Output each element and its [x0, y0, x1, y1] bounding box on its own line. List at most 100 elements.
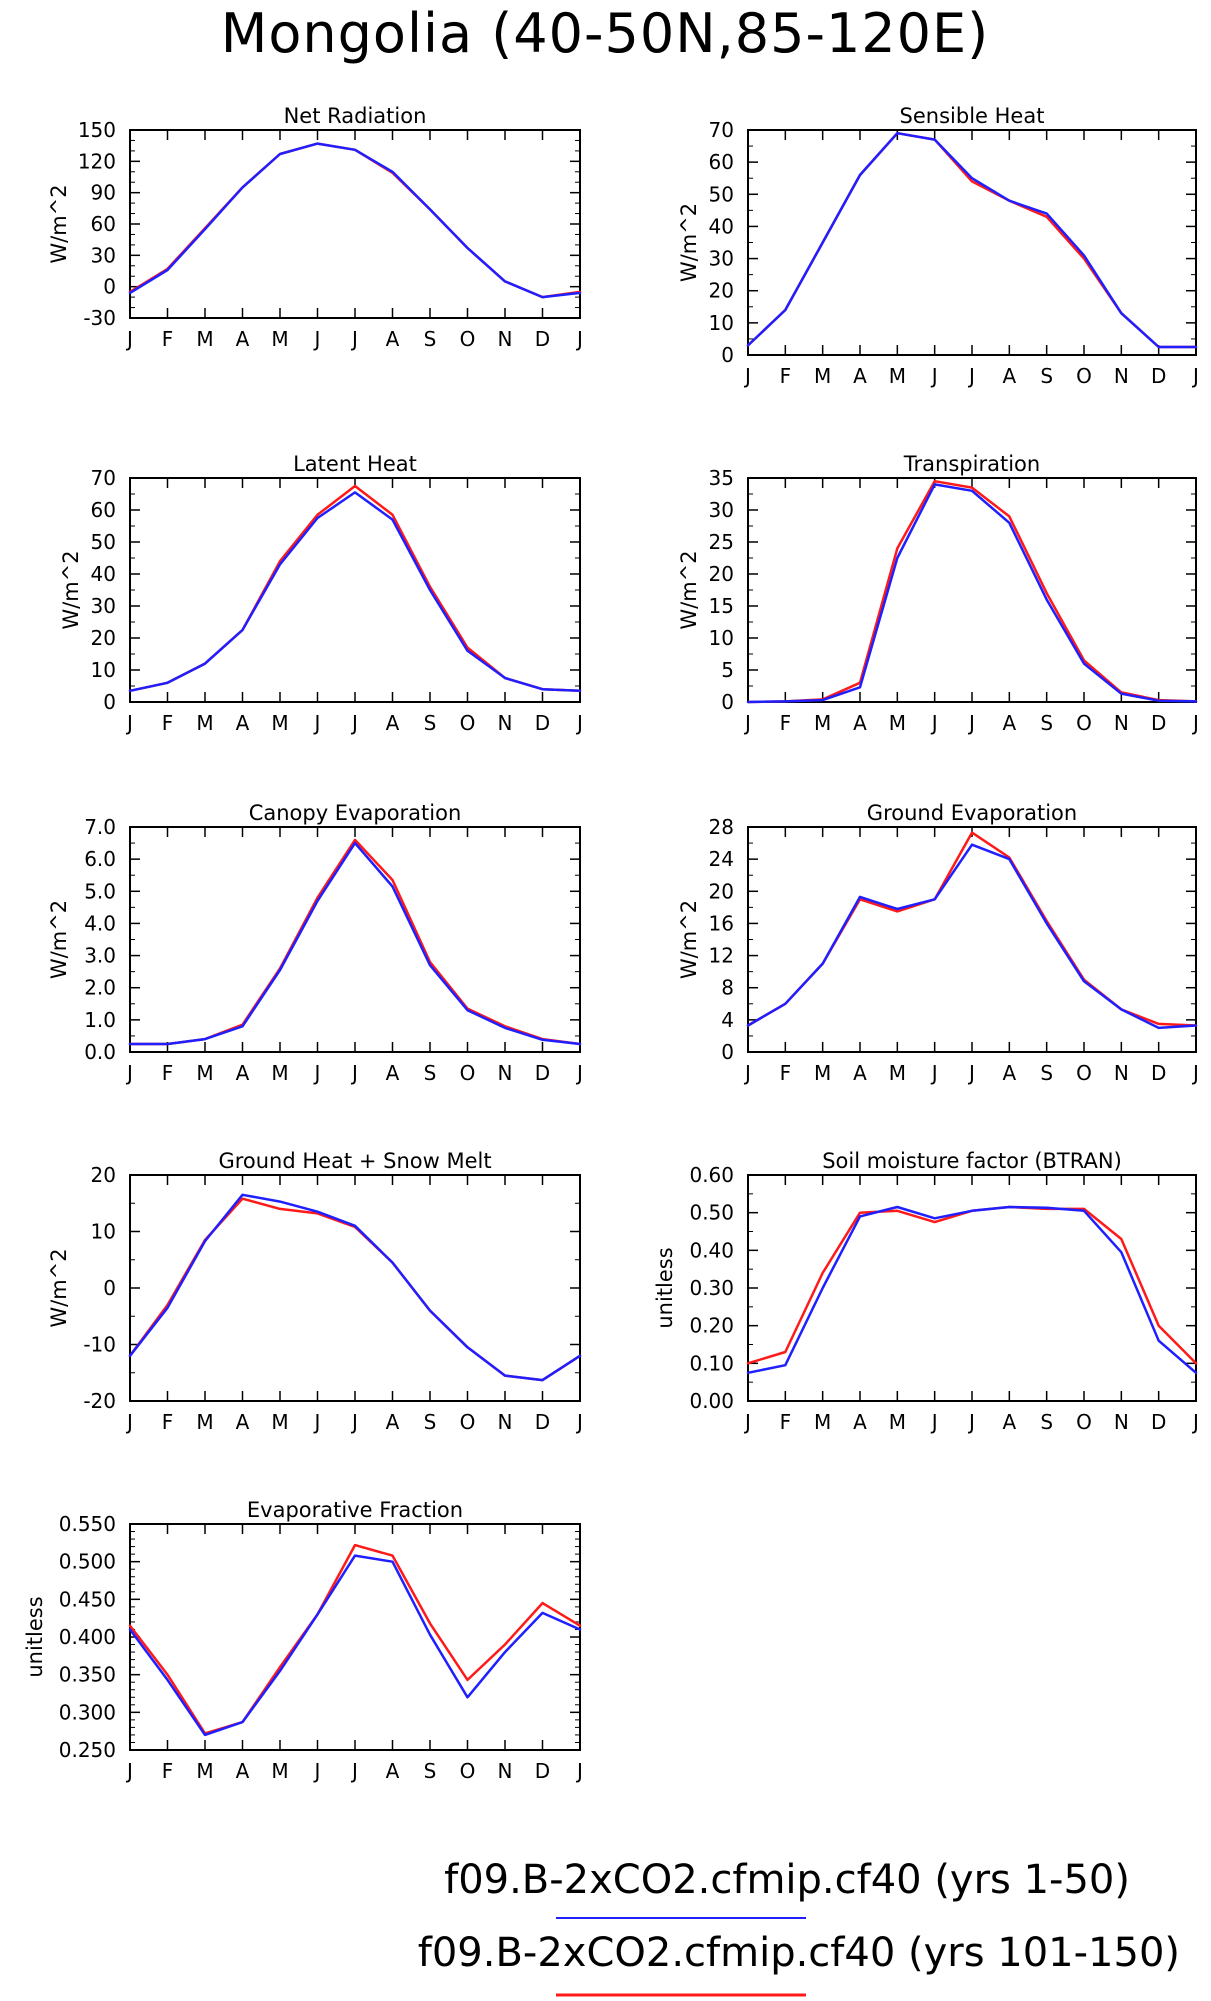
panel-title: Sensible Heat	[900, 104, 1045, 128]
x-tick-label: M	[196, 1410, 213, 1434]
x-tick-label: J	[743, 711, 751, 735]
y-tick-label: 8	[721, 976, 734, 1000]
x-tick-label: D	[535, 327, 550, 351]
y-tick-label: 0	[103, 690, 116, 714]
x-tick-label: O	[460, 1410, 476, 1434]
x-tick-label: D	[535, 1410, 550, 1434]
x-tick-label: A	[386, 1410, 400, 1434]
plot-frame	[747, 826, 1197, 1053]
x-tick-label: M	[271, 1759, 288, 1783]
y-tick-label: -10	[83, 1333, 116, 1357]
x-tick-label: J	[575, 1410, 583, 1434]
y-axis-label: W/m^2	[59, 550, 83, 629]
y-axis-label: W/m^2	[47, 900, 71, 979]
x-tick-label: J	[313, 1061, 321, 1085]
y-tick-label: 0	[721, 1040, 734, 1064]
x-tick-label: O	[460, 711, 476, 735]
x-tick-label: A	[236, 1061, 250, 1085]
y-axis-label: W/m^2	[677, 900, 701, 979]
panel-title: Soil moisture factor (BTRAN)	[822, 1149, 1122, 1173]
y-tick-label: 5.0	[84, 879, 116, 903]
x-tick-label: J	[575, 327, 583, 351]
y-tick-label: 24	[709, 847, 734, 871]
panel-title: Transpiration	[903, 452, 1040, 476]
x-tick-label: J	[350, 1061, 358, 1085]
x-tick-label: A	[853, 1410, 867, 1434]
x-tick-label: J	[930, 364, 938, 388]
series-line-blue	[128, 1193, 582, 1382]
plot-frame	[129, 129, 581, 319]
y-tick-label: 30	[91, 243, 116, 267]
x-tick-label: J	[125, 711, 133, 735]
x-tick-label: A	[1002, 364, 1016, 388]
x-tick-label: M	[814, 711, 831, 735]
x-tick-label: J	[575, 711, 583, 735]
panel-title: Evaporative Fraction	[247, 1498, 463, 1522]
x-tick-label: A	[236, 1410, 250, 1434]
x-tick-label: J	[967, 1410, 975, 1434]
y-tick-label: 20	[91, 1163, 116, 1187]
x-tick-label: M	[889, 1061, 906, 1085]
x-tick-label: A	[386, 327, 400, 351]
x-tick-label: D	[535, 1061, 550, 1085]
y-axis-label: W/m^2	[47, 1248, 71, 1327]
x-tick-label: N	[498, 1410, 513, 1434]
x-tick-label: D	[1151, 364, 1166, 388]
y-tick-label: 20	[709, 279, 734, 303]
x-tick-label: J	[313, 1410, 321, 1434]
legend-label-1: f09.B-2xCO2.cfmip.cf40 (yrs 1-50)	[444, 1857, 1130, 1903]
series-line-blue	[128, 491, 582, 693]
series-line-blue	[128, 142, 582, 299]
y-tick-label: 40	[91, 562, 116, 586]
x-tick-label: J	[575, 1061, 583, 1085]
x-tick-label: N	[498, 1061, 513, 1085]
y-tick-label: 6.0	[84, 847, 116, 871]
y-tick-label: 0.500	[59, 1550, 116, 1574]
x-tick-label: N	[1114, 711, 1129, 735]
series-line-blue	[746, 483, 1198, 704]
y-tick-label: 35	[709, 466, 734, 490]
y-tick-label: 120	[78, 149, 116, 173]
plot-frame	[129, 1174, 581, 1402]
y-tick-label: 10	[91, 658, 116, 682]
x-tick-label: F	[780, 364, 792, 388]
x-tick-label: J	[350, 1759, 358, 1783]
y-tick-label: 28	[709, 815, 734, 839]
y-tick-label: 20	[709, 562, 734, 586]
x-tick-label: M	[271, 711, 288, 735]
x-tick-label: F	[162, 1410, 174, 1434]
y-tick-label: 10	[709, 626, 734, 650]
y-tick-label: 50	[709, 182, 734, 206]
x-tick-label: A	[236, 1759, 250, 1783]
x-tick-label: J	[313, 327, 321, 351]
y-tick-label: 60	[91, 498, 116, 522]
y-tick-label: 16	[709, 911, 734, 935]
x-tick-label: M	[814, 364, 831, 388]
x-tick-label: O	[460, 327, 476, 351]
legend: f09.B-2xCO2.cfmip.cf40 (yrs 1-50) f09.B-…	[418, 1857, 1180, 1997]
x-tick-label: S	[424, 711, 437, 735]
x-tick-label: J	[125, 1061, 133, 1085]
y-tick-label: 0.300	[59, 1700, 116, 1724]
x-tick-label: O	[1076, 364, 1092, 388]
y-tick-label: 4	[721, 1008, 734, 1032]
x-tick-label: J	[1191, 1410, 1199, 1434]
y-tick-label: -30	[83, 306, 116, 330]
y-tick-label: 0.250	[59, 1738, 116, 1762]
series-line-red	[128, 484, 582, 693]
y-tick-label: 0.10	[689, 1351, 734, 1375]
y-tick-label: 12	[709, 944, 734, 968]
y-tick-label: -20	[83, 1389, 116, 1413]
series-line-red	[746, 1205, 1198, 1365]
x-tick-label: D	[1151, 1410, 1166, 1434]
y-tick-label: 0.20	[689, 1314, 734, 1338]
panel-title: Ground Heat + Snow Melt	[218, 1149, 491, 1173]
y-tick-label: 5	[721, 658, 734, 682]
x-tick-label: D	[1151, 1061, 1166, 1085]
